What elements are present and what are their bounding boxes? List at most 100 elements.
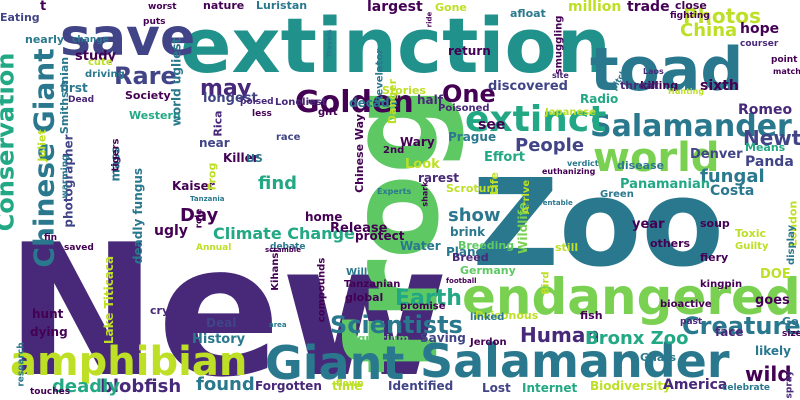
word-life: Life: [488, 171, 502, 196]
word-blobfish: blobfish: [100, 376, 182, 397]
word-salamander-small: Salamander: [590, 109, 792, 144]
word-panamanian: Panamanian: [620, 177, 711, 192]
word-display: display: [786, 224, 798, 266]
word-shark: shark: [420, 181, 430, 207]
word-still: still: [555, 241, 579, 254]
word-save: save: [60, 8, 196, 68]
word-golden: Golden: [295, 85, 414, 120]
word-new: New: [5, 205, 449, 400]
word-cute: cute: [88, 57, 113, 68]
word-million: million: [568, 0, 622, 15]
word-fungal: fungal: [700, 166, 765, 187]
word-danger: Danger: [386, 78, 400, 125]
word-lost: Lost: [482, 381, 511, 395]
word-puts: puts: [143, 17, 166, 27]
word-tigers: tigers: [110, 138, 122, 172]
word-soup: soup: [700, 217, 730, 230]
word-spray: spray: [784, 370, 795, 399]
word-revelator: Revelator: [374, 48, 386, 104]
word-scrotum: Scrotum: [446, 182, 498, 195]
word-internet: Internet: [522, 381, 578, 395]
word-tanzania: Tanzania: [190, 195, 225, 203]
word-human: Human: [520, 323, 600, 347]
word-celebrate: celebrate: [722, 383, 770, 393]
word-hunting: Hunting: [668, 87, 705, 96]
word-photos: Photos: [683, 4, 761, 28]
word-society: Society: [125, 89, 171, 102]
word-find: find: [258, 173, 298, 194]
word-decade: decade: [349, 96, 398, 110]
word-zoo: Zoo: [472, 155, 724, 294]
word-luristan: Luristan: [256, 0, 308, 12]
word-toad: toad: [590, 35, 744, 105]
word-jerdon: Jerdon: [470, 337, 507, 348]
word-doe: DOE: [760, 267, 791, 282]
word-gift: gift: [318, 107, 338, 118]
word-nature: nature: [203, 0, 245, 12]
word-toxic: Toxic: [735, 227, 766, 240]
word-compounds: compounds: [316, 257, 328, 323]
word-rarest: rarest: [418, 171, 459, 185]
word-us: US: [246, 152, 263, 165]
word-others: others: [650, 237, 691, 250]
word-wary: Wary: [400, 135, 435, 149]
word-juliet: Juliet: [35, 129, 49, 162]
word-endangered: endangered: [462, 268, 800, 326]
word-lake-titicaca: Lake Titicaca: [102, 255, 117, 345]
word-ghats: Ghats: [640, 351, 677, 364]
word-one: One: [442, 80, 496, 108]
word-courser: courser: [740, 39, 779, 49]
word-show: show: [448, 205, 501, 226]
word-hope: hope: [740, 21, 780, 37]
word-stories: Stories: [382, 84, 426, 97]
word-verdict: verdict: [567, 159, 599, 168]
word-ugly: ugly: [154, 223, 188, 239]
word-half: half: [417, 93, 443, 107]
word-sixth: sixth: [700, 78, 739, 94]
word-tanzanian: Tanzanian: [344, 279, 401, 290]
word-size: size: [782, 329, 800, 339]
word-travels: Travels: [325, 29, 334, 58]
word-dying: dying: [30, 325, 68, 339]
word-time: time: [332, 379, 363, 393]
word-poisonous: Poisonous: [475, 309, 539, 322]
word-poisoned: Poisoned: [438, 103, 490, 114]
word-biodiversity: Biodiversity: [590, 379, 671, 393]
word-wild: wild: [745, 362, 792, 386]
word-giant: Giant: [265, 336, 405, 390]
word-role: role: [194, 208, 205, 229]
word-kingpin: kingpin: [700, 279, 743, 290]
word-chinese-way: Chinese Way: [352, 114, 366, 193]
word-touches: touches: [30, 387, 71, 397]
word-prague: Prague: [448, 130, 497, 144]
word-kaiser: Kaiser: [172, 179, 215, 193]
word-conservation: Conservation: [0, 52, 20, 232]
word-fish: fish: [580, 309, 603, 322]
word-goes: goes: [755, 293, 790, 308]
word-guilty: Guilty: [735, 241, 769, 252]
word-home: home: [305, 210, 343, 224]
word-panda: Panda: [745, 154, 794, 170]
word-disease: disease: [617, 159, 665, 172]
word-annual: Annual: [196, 243, 232, 253]
word-kihansi: Kihansi: [269, 249, 281, 291]
word-effort: Effort: [484, 150, 525, 165]
word-preventable: preventable: [525, 199, 573, 207]
word-japanese: Japanese: [545, 107, 597, 118]
word-means: Means: [745, 141, 786, 154]
word-dead: Dead: [68, 95, 95, 105]
word-debate: debate: [270, 242, 306, 252]
word-nearly: nearly: [25, 33, 65, 46]
word-past: past: [680, 317, 703, 327]
word-salamander-large: Salamander: [420, 334, 730, 388]
word-linked: linked: [470, 312, 505, 323]
word-people: People: [515, 135, 585, 156]
word-may: may: [200, 76, 252, 101]
word-first: first: [60, 81, 88, 95]
word-longest: longest: [203, 91, 258, 106]
word-ride: ride: [425, 11, 434, 28]
word-radio: Radio: [580, 92, 619, 106]
word-threat: threat: [620, 79, 659, 92]
word-deal: Deal: [206, 316, 237, 330]
word-creature: Creature: [682, 312, 800, 340]
